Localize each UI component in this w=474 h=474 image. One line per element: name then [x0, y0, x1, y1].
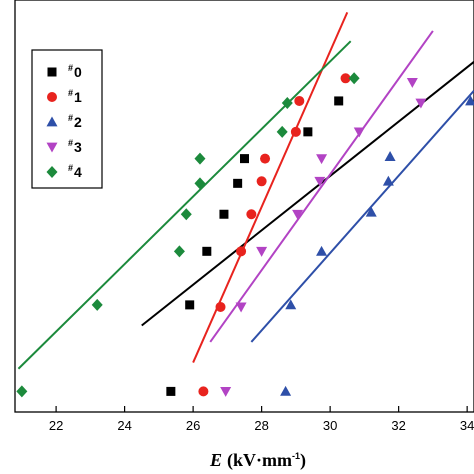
legend: #0 #1 #2 #3 #4 — [31, 49, 103, 189]
data-point-3 — [406, 78, 418, 88]
data-point-4 — [173, 245, 185, 258]
data-point-0 — [219, 209, 229, 219]
fit-line-2 — [250, 89, 474, 343]
data-point-3 — [316, 154, 328, 165]
data-point-0 — [334, 96, 344, 106]
fit-line-1 — [192, 11, 349, 363]
data-point-1 — [236, 246, 247, 257]
data-point-2 — [280, 385, 292, 396]
data-point-3 — [415, 98, 427, 109]
legend-label-3: #3 — [68, 138, 82, 155]
data-point-4 — [194, 152, 206, 165]
data-point-4 — [348, 72, 360, 85]
x-tick-label: 32 — [391, 418, 405, 433]
fit-lines — [17, 11, 474, 370]
legend-label-0: #0 — [68, 63, 82, 80]
plot-frame — [14, 0, 474, 413]
data-point-0 — [202, 246, 212, 256]
data-point-2 — [465, 95, 474, 106]
data-point-4 — [91, 298, 103, 311]
data-point-3 — [353, 127, 365, 138]
data-point-1 — [340, 73, 351, 84]
data-point-4 — [16, 385, 28, 398]
data-point-1 — [290, 126, 301, 137]
data-point-3 — [256, 246, 268, 257]
x-tick-label: 26 — [186, 418, 200, 433]
data-point-0 — [233, 178, 243, 188]
data-point-1 — [256, 176, 267, 187]
data-point-2 — [316, 245, 328, 256]
legend-label-4: #4 — [68, 163, 82, 180]
legend-label-1: #1 — [68, 88, 82, 105]
data-point-3 — [292, 209, 304, 220]
legend-marker-0 — [47, 67, 57, 77]
legend-box — [31, 49, 103, 189]
data-point-1 — [198, 386, 209, 397]
data-point-0 — [185, 300, 195, 310]
data-point-4 — [180, 208, 192, 221]
data-markers — [16, 72, 474, 398]
data-point-4 — [194, 177, 206, 190]
legend-label-2: #2 — [68, 113, 82, 130]
x-axis-title: E (kV·mm-1) — [209, 450, 306, 471]
data-point-3 — [235, 302, 247, 313]
x-tick-label: 30 — [323, 418, 337, 433]
legend-marker-4 — [46, 166, 58, 178]
data-point-4 — [281, 97, 293, 109]
legend-marker-2 — [46, 116, 58, 127]
data-point-0 — [240, 154, 249, 164]
fit-line-3 — [209, 30, 434, 343]
x-tick-label: 34 — [460, 418, 474, 433]
data-point-2 — [382, 175, 394, 186]
x-tick-label: 28 — [254, 418, 268, 433]
data-point-2 — [384, 151, 396, 161]
data-point-0 — [166, 386, 176, 396]
x-tick-label: 24 — [117, 418, 131, 433]
data-point-1 — [215, 301, 226, 312]
fit-line-4 — [17, 40, 352, 370]
data-point-1 — [246, 209, 257, 220]
data-point-2 — [285, 299, 297, 310]
legend-marker-3 — [46, 142, 58, 153]
data-point-3 — [314, 176, 326, 187]
legend-marker-1 — [47, 92, 57, 102]
fit-line-0 — [141, 61, 474, 327]
data-point-1 — [294, 95, 305, 106]
data-point-4 — [276, 125, 288, 138]
data-point-0 — [303, 127, 313, 137]
data-point-1 — [260, 153, 271, 164]
data-point-3 — [220, 387, 232, 397]
x-axis-ticks: 22 24 26 28 30 32 34 — [49, 406, 474, 433]
data-point-2 — [365, 206, 377, 217]
x-tick-label: 22 — [49, 418, 63, 433]
